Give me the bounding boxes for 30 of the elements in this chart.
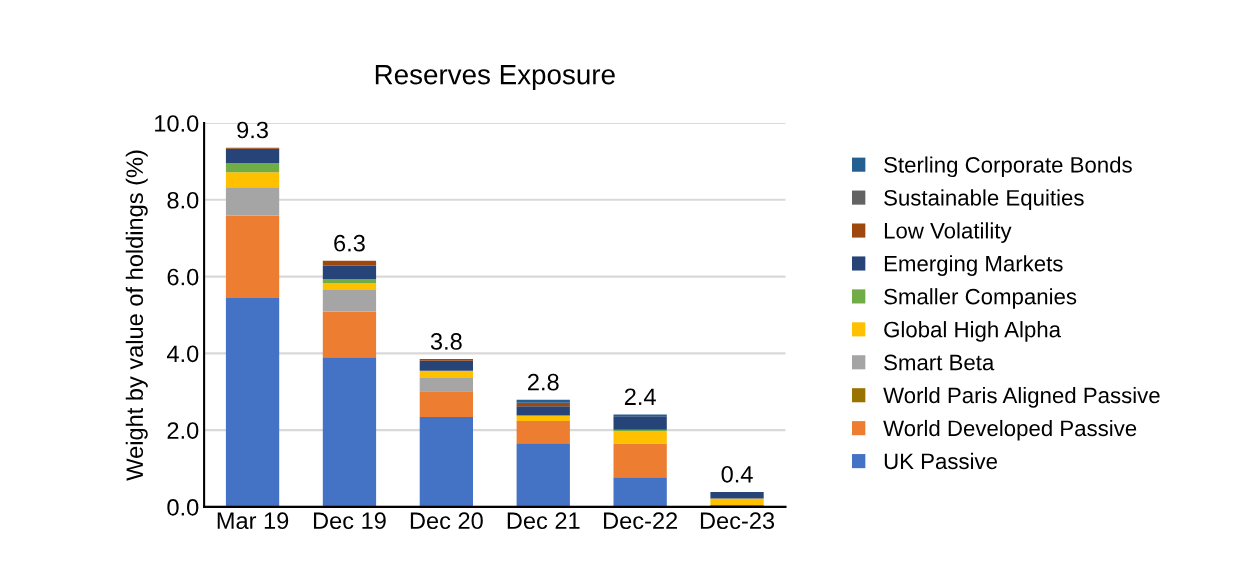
total-label: 2.4 [624, 388, 656, 405]
y-tick-label: 2.0 [167, 422, 199, 439]
y-axis-title: Weight by value of holdings (%) [125, 150, 148, 481]
legend-label: World Paris Aligned Passive [883, 386, 1160, 408]
legend-label: Smart Beta [884, 354, 995, 371]
total-label: 6.3 [334, 234, 365, 252]
legend-label: Emerging Markets [884, 255, 1063, 276]
x-tick-label: Dec 19 [313, 512, 386, 530]
legend-label: World Developed Passive [883, 419, 1137, 441]
y-tick-label: 4.0 [166, 345, 199, 363]
x-tick-label: Mar 19 [217, 512, 289, 530]
legend-label: Sustainable Equities [884, 189, 1084, 211]
legend-label: UK Passive [884, 452, 997, 470]
legend-label: Global High Alpha [884, 321, 1062, 342]
y-tick-label: 10.0 [155, 115, 199, 132]
total-label: 3.8 [430, 333, 462, 350]
total-label: 2.8 [528, 373, 559, 391]
x-tick-label: Dec 21 [507, 512, 580, 530]
x-tick-label: Dec-23 [700, 512, 775, 530]
total-label: 0.4 [721, 465, 753, 483]
y-tick-label: 6.0 [167, 268, 199, 286]
legend-label: Smaller Companies [884, 288, 1077, 309]
legend-label: Sterling Corporate Bonds [884, 156, 1132, 178]
x-tick-label: Dec-22 [604, 512, 678, 530]
chart-title: Reserves Exposure [375, 65, 615, 90]
legend-label: Low Volatility [884, 222, 1012, 243]
total-label: 9.3 [237, 121, 268, 139]
y-tick-label: 8.0 [167, 191, 199, 209]
x-tick-label: Dec 20 [410, 512, 483, 530]
y-tick-label: 0.0 [167, 498, 199, 516]
